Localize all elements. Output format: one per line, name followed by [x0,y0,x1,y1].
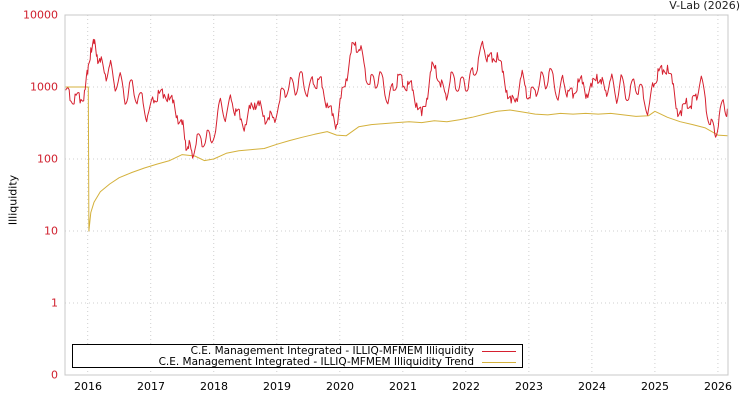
legend-item-illiquidity[interactable]: C.E. Management Integrated - ILLIQ-MFMEM… [191,345,516,357]
x-tick-label: 2026 [704,380,732,393]
x-tick-label: 2018 [200,380,228,393]
plot-frame [64,14,729,376]
series-layer [65,38,728,232]
grid-lines [65,14,728,375]
x-tick-label: 2017 [137,380,165,393]
y-tick-label: 10000 [23,8,58,22]
y-tick-label: 1000 [30,80,58,94]
legend-label: C.E. Management Integrated - ILLIQ-MFMEM… [190,345,474,357]
x-tick-label: 2025 [641,380,669,393]
x-tick-label: 2020 [326,380,354,393]
x-tick-label: 2021 [389,380,417,393]
y-tick-label: 0 [51,368,58,382]
legend-swatch-gold-line-icon [482,361,516,363]
x-tick-label: 2022 [452,380,480,393]
y-tick-label: 100 [37,152,58,166]
illiquidity-trend-line [65,86,728,232]
legend-label: C.E. Management Integrated - ILLIQ-MFMEM… [158,356,474,368]
legend-swatch-red-line-icon [482,350,516,352]
y-tick-label: 1 [51,296,58,310]
x-tick-label: 2019 [263,380,291,393]
x-tick-label: 2023 [515,380,543,393]
chart-legend: C.E. Management Integrated - ILLIQ-MFMEM… [72,344,523,368]
illiquidity-line [65,38,728,159]
x-tick-label: 2016 [74,380,102,393]
credit-label: V-Lab (2026) [669,0,740,12]
y-axis-label: Illiquidity [6,174,20,226]
y-tick-label: 10 [44,224,58,238]
x-tick-label: 2024 [578,380,606,393]
legend-item-illiquidity-trend[interactable]: C.E. Management Integrated - ILLIQ-MFMEM… [159,356,516,368]
